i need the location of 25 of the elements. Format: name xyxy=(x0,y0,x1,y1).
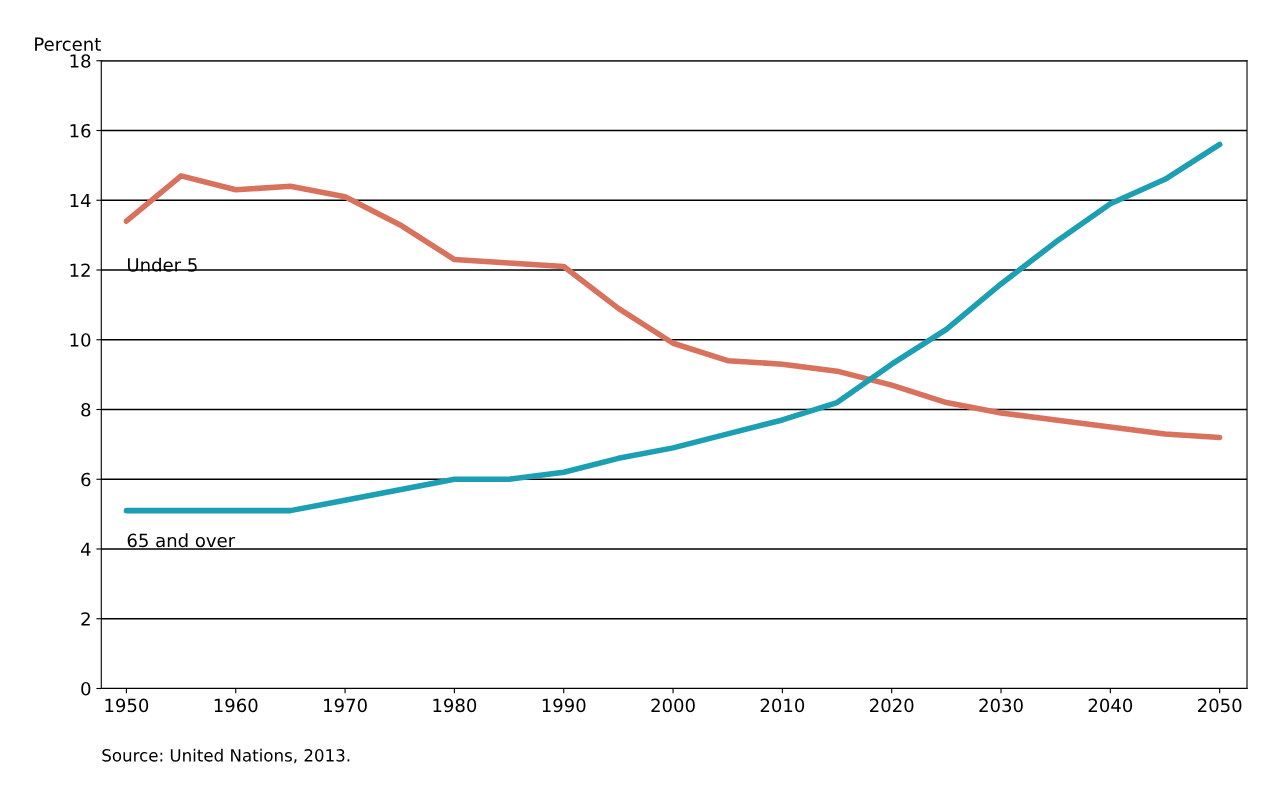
y-tick-label: 2 xyxy=(81,612,90,626)
x-tick-label: 2010 xyxy=(760,698,805,713)
x-tick-label: 2000 xyxy=(651,698,695,713)
x-tick-label: 1980 xyxy=(433,698,477,713)
x-tick-label: 1960 xyxy=(214,698,258,713)
source-note: Source: United Nations, 2013. xyxy=(102,748,350,764)
x-tick-label: 2040 xyxy=(1088,698,1133,713)
x-tick-label: 1950 xyxy=(105,698,149,713)
x-tick-label: 2050 xyxy=(1198,698,1242,713)
text: Under 5 xyxy=(127,257,197,272)
y-tick-label: 6 xyxy=(81,472,91,487)
x-tick-label: 2020 xyxy=(870,698,914,713)
y-tick-label: 18 xyxy=(70,54,91,68)
series-label: 65 and over xyxy=(127,533,236,548)
y-tick-label: 8 xyxy=(81,402,91,417)
y-tick-label: 0 xyxy=(81,681,91,696)
y-axis-title: Percent xyxy=(35,37,101,51)
y-tick-label: 4 xyxy=(80,542,91,556)
y-tick-label: 10 xyxy=(70,333,91,347)
x-tick-label: 2030 xyxy=(979,698,1023,713)
y-tick-label: 14 xyxy=(70,193,91,208)
y-tick-label: 12 xyxy=(70,263,90,277)
x-tick-label: 1970 xyxy=(324,698,367,713)
x-tick-label: 1990 xyxy=(542,698,586,713)
y-tick-label: 16 xyxy=(70,123,91,138)
